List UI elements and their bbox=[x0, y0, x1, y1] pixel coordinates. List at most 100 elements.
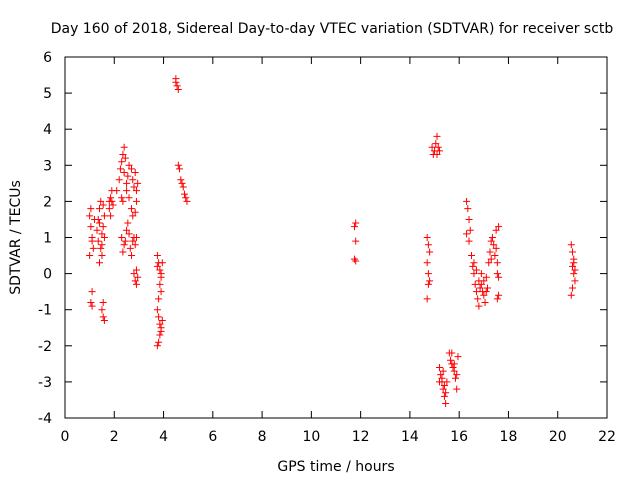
data-point bbox=[476, 284, 484, 292]
data-point bbox=[495, 273, 503, 281]
data-point bbox=[567, 241, 575, 249]
data-point bbox=[132, 197, 140, 205]
data-point bbox=[157, 327, 165, 335]
data-point bbox=[131, 241, 139, 249]
data-point bbox=[469, 262, 477, 270]
data-point bbox=[423, 295, 431, 303]
data-point bbox=[487, 255, 495, 263]
data-point bbox=[480, 277, 488, 285]
data-point bbox=[100, 317, 108, 325]
data-point bbox=[463, 230, 471, 238]
data-point bbox=[155, 313, 163, 321]
data-point bbox=[487, 237, 495, 245]
data-point bbox=[125, 194, 133, 202]
data-point bbox=[442, 400, 450, 408]
data-point bbox=[439, 385, 447, 393]
data-point bbox=[134, 273, 142, 281]
data-point bbox=[156, 320, 164, 328]
data-point bbox=[488, 234, 496, 241]
data-point bbox=[100, 234, 108, 241]
data-point bbox=[123, 187, 131, 195]
data-point bbox=[176, 165, 184, 173]
data-point bbox=[432, 140, 440, 148]
data-point bbox=[87, 298, 95, 306]
data-point bbox=[156, 266, 164, 274]
data-point bbox=[450, 360, 458, 368]
data-point bbox=[470, 259, 478, 267]
data-point bbox=[120, 241, 128, 249]
data-point bbox=[424, 241, 432, 249]
data-point bbox=[454, 353, 462, 361]
data-point bbox=[132, 266, 140, 274]
data-point bbox=[569, 248, 577, 256]
data-point bbox=[99, 313, 107, 321]
data-point bbox=[437, 371, 445, 379]
y-tick-label: 3 bbox=[43, 158, 52, 174]
data-point bbox=[468, 252, 475, 260]
data-points bbox=[86, 75, 579, 408]
data-point bbox=[448, 349, 456, 357]
data-point bbox=[434, 143, 442, 151]
data-point bbox=[570, 270, 578, 278]
data-point bbox=[100, 212, 108, 220]
data-point bbox=[440, 392, 448, 400]
data-point bbox=[131, 277, 139, 285]
data-point bbox=[493, 270, 501, 278]
data-point bbox=[352, 257, 360, 265]
data-point bbox=[86, 252, 94, 260]
data-point bbox=[453, 371, 461, 379]
data-point bbox=[86, 212, 94, 220]
data-point bbox=[492, 244, 500, 252]
data-point bbox=[435, 147, 443, 155]
data-point bbox=[95, 205, 103, 213]
data-point bbox=[423, 234, 431, 241]
data-point bbox=[426, 277, 434, 285]
data-point bbox=[134, 179, 142, 187]
data-point bbox=[156, 280, 164, 288]
data-point bbox=[98, 230, 106, 238]
data-point bbox=[125, 161, 133, 169]
data-point bbox=[470, 270, 478, 278]
data-point bbox=[480, 291, 488, 299]
data-point bbox=[158, 317, 166, 325]
data-point bbox=[569, 284, 577, 292]
data-point bbox=[95, 219, 103, 227]
data-point bbox=[118, 234, 126, 241]
data-point bbox=[88, 302, 96, 310]
x-tick-label: 6 bbox=[208, 429, 217, 445]
data-point bbox=[156, 331, 164, 339]
data-point bbox=[119, 150, 127, 158]
data-point bbox=[465, 215, 473, 223]
x-tick-label: 4 bbox=[159, 429, 168, 445]
y-tick-label: -4 bbox=[38, 411, 52, 427]
data-point bbox=[352, 237, 360, 245]
data-point bbox=[87, 223, 95, 231]
data-point bbox=[463, 197, 471, 205]
x-tick-label: 0 bbox=[61, 429, 70, 445]
data-point bbox=[98, 306, 106, 314]
data-point bbox=[183, 197, 191, 205]
data-point bbox=[493, 259, 501, 267]
data-point bbox=[124, 172, 132, 180]
data-point bbox=[95, 259, 103, 267]
data-point bbox=[107, 194, 115, 202]
data-point bbox=[109, 201, 117, 209]
data-point bbox=[123, 179, 131, 187]
x-tick-label: 10 bbox=[302, 429, 320, 445]
data-point bbox=[438, 374, 446, 382]
data-point bbox=[153, 262, 161, 270]
data-point bbox=[125, 230, 133, 238]
data-point bbox=[453, 385, 461, 393]
data-point bbox=[424, 270, 432, 278]
data-point bbox=[477, 280, 485, 288]
x-axis-label: GPS time / hours bbox=[277, 459, 394, 475]
data-point bbox=[471, 280, 479, 288]
data-point bbox=[121, 237, 129, 245]
data-point bbox=[350, 223, 358, 231]
data-point bbox=[129, 212, 137, 220]
x-tick-label: 12 bbox=[352, 429, 370, 445]
x-tick-label: 2 bbox=[110, 429, 119, 445]
data-point bbox=[153, 306, 161, 314]
data-point bbox=[153, 252, 161, 260]
data-point bbox=[132, 187, 140, 195]
